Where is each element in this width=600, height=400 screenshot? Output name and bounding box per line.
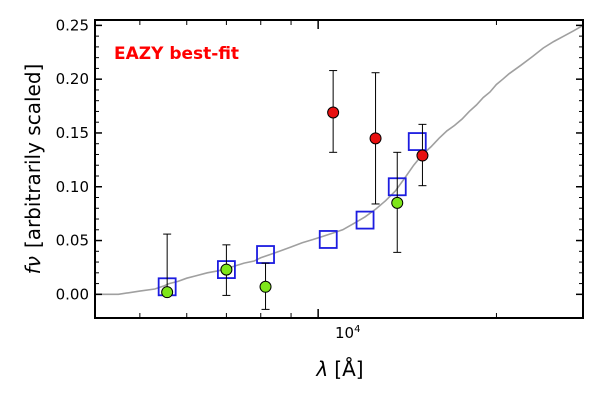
x-axis-symbol: λ — [315, 357, 328, 381]
y-axis-label: fν [arbitrarily scaled] — [21, 64, 45, 275]
x-tick-exponent: 4 — [354, 324, 360, 335]
x-tick-base: 10 — [335, 324, 354, 342]
model-photometry-square — [407, 132, 427, 151]
x-tick-label: 104 — [335, 324, 360, 342]
plot-frame — [94, 19, 584, 319]
y-tick-label: 0.00 — [56, 285, 89, 303]
y-tick-label: 0.05 — [56, 232, 89, 250]
template-spectrum-line — [95, 24, 584, 296]
y-axis-text: [arbitrarily scaled] — [21, 64, 45, 248]
x-axis-label: λ [Å] — [315, 357, 363, 381]
y-tick-label: 0.25 — [56, 16, 89, 34]
y-tick-label: 0.10 — [56, 178, 89, 196]
plot-content — [95, 24, 584, 310]
observed-point-green — [391, 196, 404, 209]
y-tick-label: 0.20 — [56, 70, 89, 88]
observed-point-red — [416, 149, 429, 162]
model-photometry-square — [355, 210, 375, 230]
observed-point-green — [220, 263, 233, 276]
y-axis-symbol: fν — [21, 256, 45, 274]
x-axis-unit: [Å] — [334, 357, 363, 381]
observed-point-green — [161, 286, 174, 299]
observed-point-red — [369, 132, 382, 145]
model-photometry-square — [318, 230, 338, 249]
observed-point-red — [327, 106, 340, 119]
observed-point-green — [259, 280, 272, 293]
y-tick-label: 0.15 — [56, 124, 89, 142]
annotation-text: EAZY best-fit — [114, 44, 239, 64]
axis-ticks: 0.00 0.05 0.10 0.15 0.20 0.25 — [56, 16, 583, 318]
